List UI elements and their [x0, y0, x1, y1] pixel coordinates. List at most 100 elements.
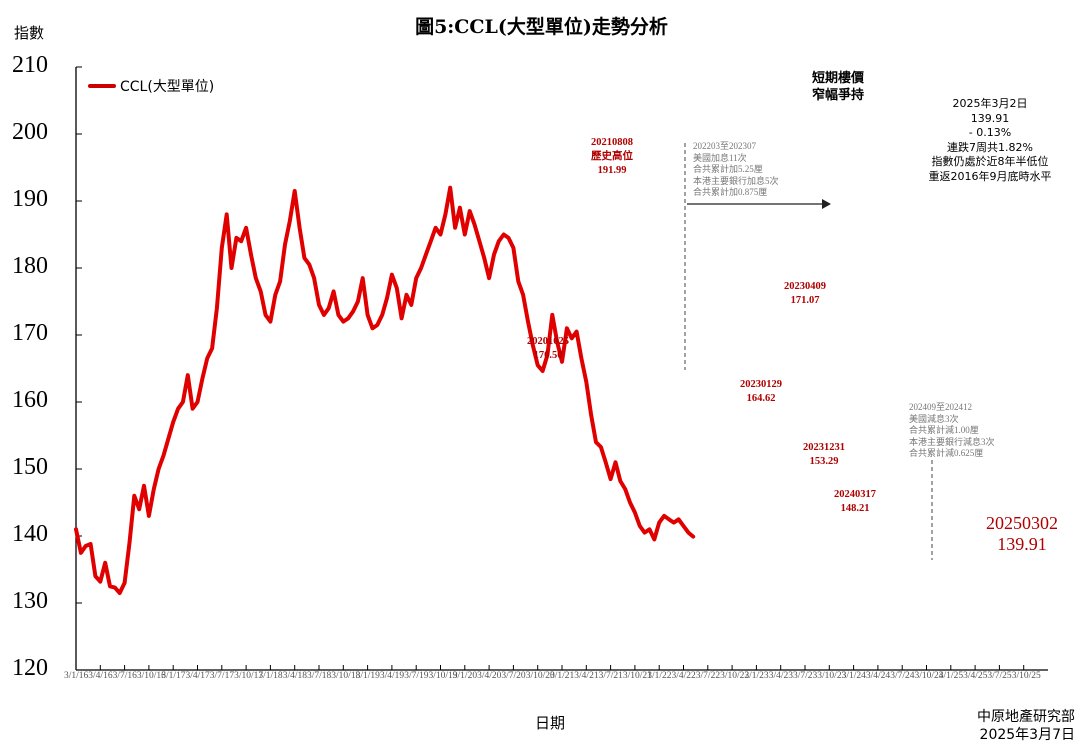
low-2020-label: 20201025 170.50 [516, 335, 580, 363]
x-tick-label: 3/7/19 [404, 671, 429, 681]
x-tick-label: 3/10/18 [331, 671, 361, 681]
y-tick-label: 200 [12, 119, 48, 145]
last-date: 20250302 [986, 513, 1058, 533]
peak-value: 191.99 [597, 165, 627, 176]
x-tick-label: 3/7/22 [695, 671, 721, 681]
hike-line-1: 202203至202307 [693, 141, 757, 151]
summary-value: 139.91 [970, 111, 1010, 125]
arrow-head-icon [822, 199, 831, 209]
hike-period-note: 202203至202307 美國加息11次 合共累計加5.25厘 本港主要銀行加… [693, 141, 779, 199]
cut-line-3: 合共累計減1.00厘 [909, 425, 979, 435]
x-tick-label: 3/10/16 [136, 671, 166, 681]
hike-line-5: 合共累計加0.875厘 [693, 187, 768, 197]
y-tick-label: 140 [12, 521, 48, 547]
last-value-label: 20250302 139.91 [972, 513, 1072, 555]
x-tick-label: 3/10/22 [720, 671, 750, 681]
short-term-note: 短期樓價 窄幅爭持 [812, 70, 864, 104]
legend-swatch [88, 84, 116, 88]
x-tick-label: 3/7/18 [307, 671, 332, 681]
x-tick-label: 3/4/24 [865, 671, 891, 681]
cut-period-note: 202409至202412 美國減息3次 合共累計減1.00厘 本港主要銀行減息… [909, 402, 995, 460]
peak-text: 歷史高位 [591, 151, 633, 162]
low-2023-label: 20230129 164.62 [729, 378, 793, 406]
x-tick-label: 3/4/21 [574, 671, 599, 681]
x-tick-label: 3/4/25 [963, 671, 988, 681]
x-tick-label: 3/1/20 [452, 671, 478, 681]
low-2020-value: 170.50 [533, 350, 563, 361]
x-tick-label: 3/1/23 [744, 671, 769, 681]
cut-line-5: 合共累計減0.625厘 [909, 448, 984, 458]
low-2023-end-label: 20231231 153.29 [792, 441, 856, 469]
cut-line-4: 本港主要銀行減息3次 [909, 436, 995, 447]
hike-line-3: 合共累計加5.25厘 [693, 164, 763, 174]
x-tick-label: 3/7/16 [112, 671, 137, 681]
x-tick-label: 3/10/19 [428, 671, 458, 681]
x-tick-label: 3/1/19 [355, 671, 380, 681]
x-axis-label: 日期 [535, 714, 566, 732]
x-tick-label: 3/1/17 [161, 671, 186, 681]
y-tick-label: 190 [12, 186, 48, 212]
cut-line-1: 202409至202412 [909, 402, 973, 412]
summary-date: 2025年3月2日 [952, 97, 1028, 110]
low-2023-end-value: 153.29 [809, 456, 839, 467]
summary-note: 2025年3月2日 139.91 - 0.13% 連跌7周共1.82% 指數仍處… [920, 97, 1060, 184]
x-tick-label: 3/7/20 [501, 671, 526, 681]
x-tick-label: 3/7/23 [793, 671, 818, 681]
source-name: 中原地產研究部 [977, 709, 1075, 725]
low-2024-label: 20240317 148.21 [823, 488, 887, 516]
summary-change: - 0.13% [968, 126, 1012, 139]
x-tick-label: 3/10/20 [525, 671, 555, 681]
low-2024-value: 148.21 [840, 503, 870, 514]
cut-line-2: 美國減息3次 [909, 413, 959, 424]
source-date: 2025年3月7日 [979, 727, 1075, 743]
x-tick-label: 3/10/21 [622, 671, 652, 681]
y-tick-label: 150 [12, 454, 48, 480]
x-tick-label: 3/4/17 [185, 671, 210, 681]
x-tick-label: 3/10/23 [817, 671, 847, 681]
x-tick-label: 3/7/21 [598, 671, 623, 681]
x-tick-label: 3/7/24 [890, 671, 915, 681]
x-tick-label: 3/1/16 [64, 671, 89, 681]
x-tick-label: 3/7/25 [987, 671, 1012, 681]
low-2023-end-date: 20231231 [803, 442, 845, 453]
rate-period-markers [684, 143, 933, 560]
peak-date: 20210808 [591, 137, 633, 148]
legend-label: CCL(大型單位) [120, 79, 215, 95]
y-tick-label: 120 [12, 655, 48, 681]
x-tick-label: 3/10/24 [914, 671, 944, 681]
short-term-line-1: 短期樓價 [812, 71, 865, 86]
high-2023-date: 20230409 [784, 281, 826, 292]
legend: CCL(大型單位) [88, 76, 214, 96]
y-tick-label: 170 [12, 320, 48, 346]
high-2023-label: 20230409 171.07 [773, 280, 837, 308]
peak-label: 20210808 歷史高位 191.99 [580, 136, 644, 178]
x-tick-label: 3/4/22 [671, 671, 696, 681]
y-tick-label: 130 [12, 588, 48, 614]
chart-title: 圖5:CCL(大型單位)走勢分析 [415, 16, 668, 38]
x-tick-label: 3/4/23 [768, 671, 793, 681]
ccl-series-line [74, 185, 696, 595]
short-term-line-2: 窄幅爭持 [812, 88, 865, 103]
x-tick-label: 3/10/17 [234, 671, 264, 681]
hike-line-2: 美國加息11次 [693, 152, 747, 163]
summary-low-note: 指數仍處於近8年半低位 [931, 155, 1049, 168]
x-tick-label: 3/1/24 [841, 671, 866, 681]
x-tick-label: 3/4/20 [477, 671, 502, 681]
hike-line-4: 本港主要銀行加息5次 [693, 175, 779, 186]
x-tick-label: 3/4/18 [282, 671, 307, 681]
low-2024-date: 20240317 [834, 489, 876, 500]
y-tick-label: 160 [12, 387, 48, 413]
axes [75, 66, 1048, 671]
y-axis-label: 指數 [14, 24, 45, 42]
summary-streak: 連跌7周共1.82% [947, 140, 1033, 154]
low-2020-date: 20201025 [527, 336, 569, 347]
y-tick-label: 180 [12, 253, 48, 279]
x-tick-label: 3/4/19 [379, 671, 405, 681]
x-tick-label: 3/1/22 [647, 671, 672, 681]
x-tick-label: 3/4/16 [88, 671, 113, 681]
high-2023-value: 171.07 [790, 295, 820, 306]
y-tick-label: 210 [12, 52, 48, 78]
source-credit: 中原地產研究部 2025年3月7日 [950, 708, 1075, 744]
x-tick-label: 3/10/25 [1011, 671, 1041, 681]
